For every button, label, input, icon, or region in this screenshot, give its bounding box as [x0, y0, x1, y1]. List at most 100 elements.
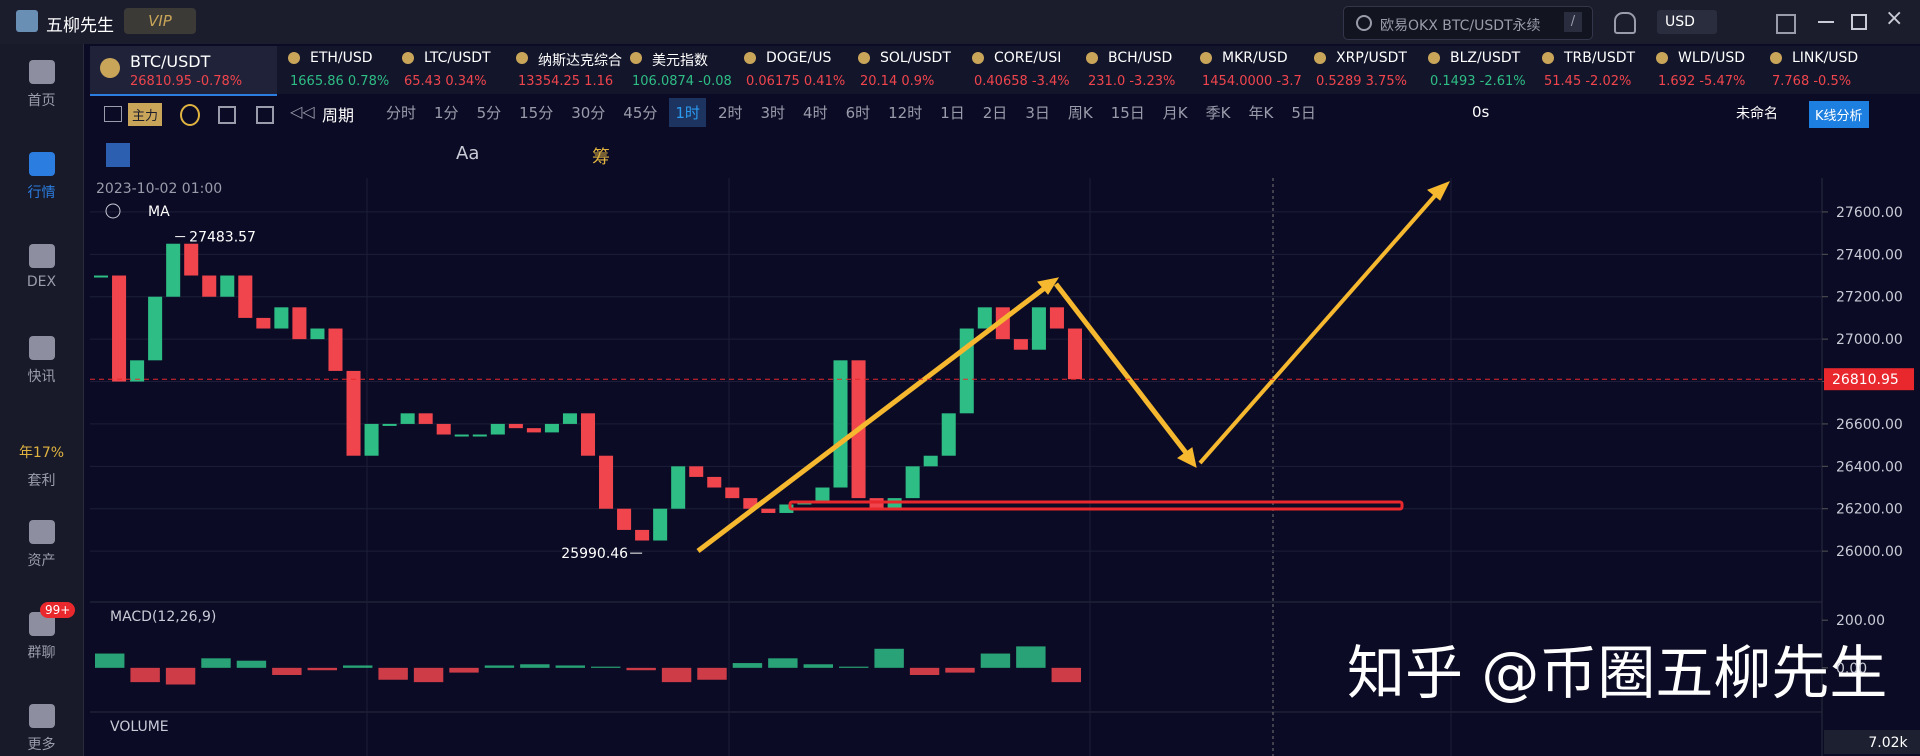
ticker-tab[interactable]: BTC/USDT 26810.95 -0.78% — [90, 46, 277, 96]
sidebar-item[interactable]: 更多 — [0, 704, 83, 754]
ticker-tab[interactable]: BCH/USD 231.0 -3.23% — [1080, 46, 1192, 94]
macd-bar — [307, 667, 337, 671]
app-name: 五柳先生 — [46, 16, 114, 36]
y-tick-label: 26600.00 — [1836, 417, 1903, 433]
text-tool[interactable]: Aa — [456, 143, 480, 164]
candle — [328, 328, 343, 371]
search-box[interactable]: 欧易OKX BTC/USDT永续 / — [1343, 6, 1593, 40]
macd-bar — [697, 667, 727, 680]
timeframe[interactable]: 5分 — [476, 104, 502, 122]
ticker-tab[interactable]: DOGE/US 0.06175 0.41% — [738, 46, 850, 94]
timeframe[interactable]: 3时 — [760, 104, 786, 122]
candle — [184, 243, 199, 276]
macd-bar — [555, 665, 585, 668]
candle — [382, 423, 397, 426]
ticker-icon — [744, 52, 756, 64]
ticker-tab[interactable]: XRP/USDT 0.5289 3.75% — [1308, 46, 1420, 94]
ticker-tab[interactable]: ETH/USD 1665.86 0.78% — [282, 46, 394, 94]
window-button[interactable] — [1776, 14, 1796, 34]
timeframe[interactable]: 1分 — [434, 104, 459, 122]
ticker-quote: 7.768 -0.5% — [1772, 74, 1851, 89]
macd-bar — [661, 667, 692, 683]
candle — [274, 307, 289, 329]
layout-name[interactable]: 未命名 — [1736, 106, 1778, 122]
ticker-tab[interactable]: WLD/USD 1.692 -5.47% — [1650, 46, 1762, 94]
ticker-change: 0.41% — [803, 74, 846, 89]
ticker-tab[interactable]: 纳斯达克综合 13354.25 1.16 — [510, 46, 622, 94]
close-button[interactable]: × — [1885, 6, 1904, 31]
ticker-tab[interactable]: BLZ/USDT 0.1493 -2.61% — [1422, 46, 1534, 94]
currency-select[interactable]: USD — [1657, 10, 1717, 34]
macd-bar — [945, 667, 975, 673]
ticker-tab[interactable]: SOL/USDT 20.14 0.9% — [852, 46, 964, 94]
timeframe[interactable]: 年K — [1248, 104, 1274, 122]
timeframe[interactable]: 15日 — [1110, 104, 1145, 122]
ticker-tab[interactable]: 美元指数 106.0874 -0.08 — [624, 46, 736, 94]
macd-title: MACD(12,26,9) — [110, 609, 216, 625]
minimize-button[interactable] — [1818, 21, 1834, 23]
maximize-button[interactable] — [1851, 14, 1867, 30]
collapse-icon[interactable] — [105, 203, 121, 219]
sidebar-item[interactable]: DEX — [0, 244, 83, 290]
chip-tool[interactable]: 筹 — [592, 147, 610, 168]
timeframe[interactable]: 3日 — [1025, 104, 1050, 122]
timeframe[interactable]: 1日 — [940, 104, 965, 122]
candle — [617, 508, 632, 530]
ticker-change: -3.4% — [1031, 74, 1070, 89]
main-force-tag[interactable]: 主力 — [128, 103, 163, 126]
sidebar-item[interactable]: 群聊 99+ — [0, 602, 83, 662]
timeframe[interactable]: 15分 — [519, 104, 554, 122]
timer: 0s — [1472, 103, 1490, 121]
ticker-tab[interactable]: LTC/USDT 65.43 0.34% — [396, 46, 508, 94]
timeframe[interactable]: 5日 — [1291, 104, 1316, 122]
last-price-label: 26810.95 — [1832, 372, 1899, 388]
macd-bar — [839, 666, 869, 668]
macd-bar — [95, 653, 125, 668]
timeframe[interactable]: 1时 — [669, 98, 706, 127]
ticker-symbol: BLZ/USDT — [1450, 50, 1521, 66]
timeframe[interactable]: 6时 — [845, 104, 871, 122]
timeframe[interactable]: 月K — [1162, 104, 1188, 122]
ticker-symbol: CORE/USI — [994, 50, 1062, 66]
ticker-symbol: ETH/USD — [310, 50, 373, 66]
macd-tick-label: 0.00 — [1836, 661, 1867, 677]
ticker-tab[interactable]: MKR/USD 1454.0000 -3.7 — [1194, 46, 1306, 94]
analysis-button[interactable]: K线分析 — [1809, 101, 1869, 128]
timeframe[interactable]: 2日 — [982, 104, 1008, 122]
timeframe[interactable]: 45分 — [623, 104, 658, 122]
sidebar-item[interactable]: 快讯 — [0, 336, 83, 386]
volume-title: VOLUME — [110, 719, 169, 735]
candle — [112, 275, 127, 382]
y-tick-label: 26200.00 — [1836, 502, 1903, 518]
flash-icon[interactable] — [180, 104, 200, 126]
ticker-symbol: 美元指数 — [652, 53, 708, 69]
ticker-tab[interactable]: LINK/USD 7.768 -0.5% — [1764, 46, 1876, 94]
ticker-price: 51.45 — [1544, 74, 1582, 89]
timeframe[interactable]: 30分 — [571, 104, 606, 122]
bell-icon[interactable] — [1614, 12, 1636, 34]
timeframe[interactable]: 2时 — [717, 104, 743, 122]
layout-icon[interactable] — [256, 106, 274, 124]
timeframe[interactable]: 周K — [1067, 104, 1093, 122]
candle — [148, 296, 163, 361]
sidebar-item[interactable]: 首页 — [0, 60, 83, 110]
replay-icon[interactable]: ◁◁ — [290, 102, 315, 121]
sidebar-item[interactable]: 资产 — [0, 520, 83, 570]
cursor-tool[interactable] — [106, 143, 130, 167]
timeframe[interactable]: 分时 — [386, 104, 417, 122]
vip-badge[interactable]: VIP — [124, 8, 196, 34]
timeframe[interactable]: 季K — [1205, 104, 1231, 122]
sidebar-item[interactable]: 年17% 套利 — [0, 428, 83, 490]
y-tick-label: 26000.00 — [1836, 544, 1903, 560]
macd-bar — [980, 653, 1011, 668]
timeframe[interactable]: 12时 — [888, 104, 923, 122]
candle — [202, 275, 217, 297]
period-select[interactable]: 周期 — [322, 106, 355, 125]
calendar-icon[interactable] — [218, 106, 236, 124]
ticker-tab[interactable]: TRB/USDT 51.45 -2.02% — [1536, 46, 1648, 94]
chart-type-icon[interactable] — [104, 106, 122, 122]
timeframe[interactable]: 4时 — [803, 104, 828, 122]
ticker-icon — [1200, 52, 1212, 64]
ticker-tab[interactable]: CORE/USI 0.40658 -3.4% — [966, 46, 1078, 94]
sidebar-item[interactable]: 行情 — [0, 152, 83, 202]
